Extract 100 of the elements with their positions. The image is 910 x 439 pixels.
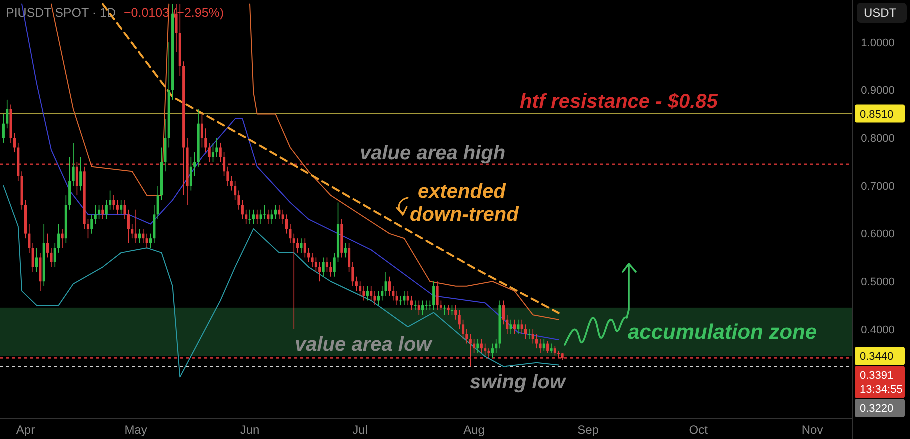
candlestick <box>326 257 329 272</box>
candlestick <box>116 200 119 216</box>
candlestick <box>348 242 351 272</box>
candlestick <box>102 204 104 220</box>
x-tick-label: Jun <box>240 423 260 437</box>
ref-line-label: value area low <box>295 334 434 356</box>
candlestick <box>396 290 398 306</box>
candlestick <box>318 262 322 282</box>
candlestick <box>366 286 369 302</box>
candlestick <box>381 286 384 302</box>
candlestick <box>473 338 476 354</box>
candlestick <box>164 118 167 172</box>
candlestick <box>245 210 248 225</box>
candlestick <box>98 204 101 220</box>
candlestick <box>267 210 270 225</box>
candlestick <box>282 210 284 225</box>
candlestick <box>194 152 196 177</box>
candlestick <box>528 329 531 340</box>
candlestick <box>6 100 9 130</box>
candlestick <box>362 286 366 302</box>
candlestick <box>112 195 116 210</box>
candlestick <box>204 128 208 153</box>
candlestick <box>428 300 432 311</box>
candlestick <box>105 200 108 220</box>
candlestick <box>226 166 230 186</box>
candlestick <box>308 248 310 263</box>
candlestick <box>222 152 226 177</box>
x-tick-label: Sep <box>578 423 600 437</box>
candlestick <box>322 257 325 278</box>
candlestick <box>517 319 520 335</box>
candlestick <box>256 210 259 225</box>
candlestick <box>252 210 255 225</box>
candlestick <box>333 252 336 278</box>
ref-line-label: value area high <box>360 142 506 164</box>
candlestick <box>230 176 233 192</box>
candlestick <box>377 290 380 306</box>
candlestick <box>241 200 244 220</box>
candlestick <box>425 300 428 311</box>
candlestick <box>388 276 392 296</box>
x-tick-label: Oct <box>689 423 709 437</box>
candlestick <box>156 186 160 220</box>
candlestick <box>296 238 300 254</box>
candlestick <box>13 133 16 153</box>
y-tick-label: 1.0000 <box>861 37 895 50</box>
ref-line-label: htf resistance - $0.85 <box>520 90 719 113</box>
candlestick <box>330 262 332 278</box>
candlestick <box>32 242 34 272</box>
y-tick-label: 0.9000 <box>861 85 895 98</box>
candlestick <box>304 238 306 258</box>
y-tick-label: 0.7000 <box>861 180 895 193</box>
candlestick <box>539 338 542 354</box>
candlestick <box>488 348 490 359</box>
candlestick <box>61 228 64 249</box>
candlestick <box>480 338 483 354</box>
candlestick <box>344 242 347 258</box>
candlestick <box>263 204 266 220</box>
candlestick <box>384 272 388 296</box>
candlestick <box>109 190 112 210</box>
candlestick <box>536 334 538 349</box>
candlestick <box>458 310 461 330</box>
candlestick <box>300 238 303 254</box>
candlestick <box>476 338 480 354</box>
candlestick <box>469 334 472 368</box>
candlestick <box>403 290 406 306</box>
x-tick-label: Jul <box>352 423 368 437</box>
candlestick <box>50 248 53 268</box>
candlestick <box>374 290 376 306</box>
candlestick <box>462 319 465 340</box>
candlestick <box>311 252 314 268</box>
text: 0.3440 <box>860 351 894 364</box>
candlestick <box>447 305 450 316</box>
band-label: accumulation zone <box>628 321 818 344</box>
x-tick-label: May <box>124 423 148 437</box>
candlestick <box>142 228 145 244</box>
candlestick <box>219 142 222 162</box>
candlestick <box>418 300 420 316</box>
y-tick-label: 0.8000 <box>861 133 895 146</box>
text: 0.3391 13:34:55 <box>860 370 903 396</box>
candlestick <box>436 281 439 311</box>
candlestick <box>127 210 130 244</box>
candlestick <box>314 257 318 272</box>
candlestick <box>524 324 528 340</box>
candlestick <box>216 138 218 158</box>
candlestick <box>510 319 512 335</box>
y-tick-label: 0.5000 <box>861 276 895 288</box>
candlestick <box>2 114 5 144</box>
candlestick <box>86 219 90 239</box>
candlestick <box>414 300 417 311</box>
candlestick <box>440 300 442 311</box>
candlestick <box>212 142 215 162</box>
ref-line-label: swing low <box>470 372 567 394</box>
candlestick <box>28 224 31 254</box>
x-tick-label: Nov <box>802 423 824 437</box>
candlestick <box>39 252 42 292</box>
candlestick <box>270 210 274 225</box>
legend-label: extended down-trend <box>410 181 520 226</box>
text: 0.3220 <box>860 403 894 416</box>
candlestick <box>292 233 296 330</box>
candlestick <box>392 286 395 302</box>
candlestick <box>278 204 281 220</box>
